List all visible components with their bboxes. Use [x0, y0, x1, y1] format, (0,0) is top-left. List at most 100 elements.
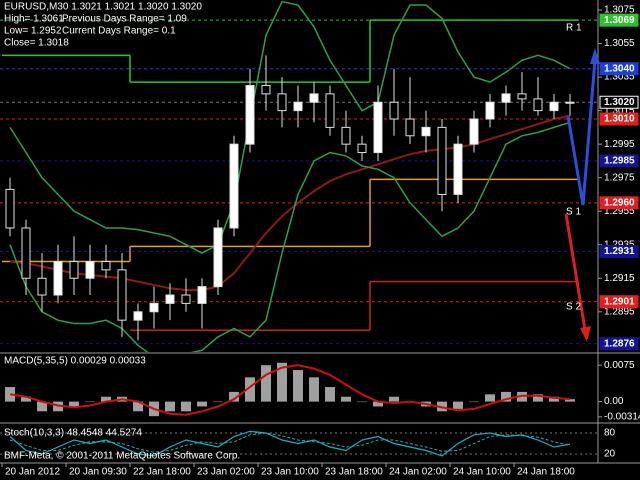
candle-body [181, 294, 191, 304]
histogram-bar [293, 370, 303, 402]
candle-body [373, 101, 383, 154]
x-tick-label: 23 Jan 10:00 [261, 467, 319, 478]
panel-title: MACD(5,35,5) 0.00029 0.00033 [4, 356, 146, 367]
level-box [599, 244, 639, 258]
histogram-bar [213, 401, 223, 403]
copyright: BMF-Meta, © 2001-2011 MetaQuotes Softwar… [4, 451, 240, 462]
axes: 1.3075 1.3055 1.3035 1.3015 1.2995 1.2975 1.29… [1, 5, 640, 478]
x-tick-label: 24 Jan 10:00 [453, 467, 511, 478]
level-box [599, 62, 639, 76]
histogram-bar [69, 401, 79, 407]
histogram-bar [181, 401, 191, 412]
candle-body [501, 93, 511, 103]
x-tick-label: 24 Jan 18:00 [517, 467, 575, 478]
level-box [599, 295, 639, 309]
level-box [599, 154, 639, 168]
chart-title: EURUSD,M30 1.3021 1.3021 1.3020 1.3020 [4, 2, 202, 13]
candle-body [197, 286, 207, 304]
level-box [599, 13, 639, 27]
candle-body [357, 143, 367, 154]
candle-body [213, 227, 223, 288]
candle-body [261, 84, 271, 95]
histogram-bar [325, 387, 335, 402]
histogram-bar [469, 401, 479, 403]
y-tick-label: 1.2955 [604, 206, 635, 217]
histogram-bar [277, 362, 287, 402]
level-label: 1.3040 [604, 63, 635, 74]
x-tick-label: 20 Jan 2012 [5, 467, 60, 478]
histogram-bar [565, 399, 575, 402]
histogram-bar [37, 401, 47, 412]
candle-body [69, 260, 79, 279]
y-tick-label: 1.3035 [604, 72, 635, 83]
red-arrow [564, 213, 587, 331]
y-tick-label: 1.3015 [604, 105, 635, 116]
y-tick-label: 0.0075 [604, 360, 635, 371]
y-tick-label: 1.2935 [604, 239, 635, 250]
candle-body [565, 101, 575, 104]
level-box [599, 112, 639, 126]
histogram-bar [389, 396, 399, 402]
level-label: 1.2931 [604, 246, 635, 257]
candle-body [549, 101, 559, 112]
y-tick-label: 1.3075 [604, 5, 635, 16]
annotation: R 1 [566, 23, 582, 34]
histogram-bar [85, 401, 95, 403]
histogram-bar [357, 401, 367, 403]
candle-body [277, 93, 287, 112]
y-tick-label: 0.00 [604, 396, 624, 407]
y-tick-label: 1.2915 [604, 273, 635, 284]
level-label: 1.2985 [604, 156, 635, 167]
candle-body [405, 118, 415, 137]
candle-body [133, 311, 143, 321]
level-label: 1.3010 [604, 114, 635, 125]
histogram-bar [133, 401, 143, 412]
histogram-bar [197, 401, 207, 407]
candle-body [517, 93, 527, 100]
level-label: 1.2960 [604, 197, 635, 208]
candle-body [453, 143, 463, 195]
histogram-bar [453, 401, 463, 409]
arrow-head [590, 48, 600, 64]
stoch-plot [0, 430, 598, 457]
histogram-bar [341, 396, 351, 402]
stoch-main [9, 430, 571, 457]
arrow-head [580, 326, 591, 342]
candle-body [437, 126, 447, 195]
annotation: S 1 [566, 207, 581, 218]
level-label: 1.2876 [604, 338, 635, 349]
level-label: 1.3020 [604, 97, 635, 108]
histogram-bar [245, 377, 255, 402]
x-tick-label: 23 Jan 02:00 [197, 467, 255, 478]
stoch-signal [9, 432, 571, 453]
y-tick-label: 1.2975 [604, 172, 635, 183]
main-plot [0, 0, 598, 352]
candle-body [533, 98, 543, 112]
candle-body [229, 143, 239, 229]
y-tick-label: 1.3055 [604, 38, 635, 49]
macd-plot [5, 362, 575, 417]
candle-body [117, 269, 127, 321]
candle-body [485, 101, 495, 120]
x-tick-label: 20 Jan 09:30 [69, 467, 127, 478]
indicator-line [9, 0, 571, 254]
histogram-bar [373, 401, 383, 407]
histogram-bar [485, 394, 495, 402]
candle-body [325, 93, 335, 128]
candle-body [421, 126, 431, 137]
level-box [599, 337, 639, 351]
candle-body [149, 302, 159, 313]
histogram-bar [261, 365, 271, 402]
y-tick-label: 20 [604, 449, 616, 460]
labels: EURUSD,M30 1.3021 1.3021 1.3020 1.3020Hi… [4, 2, 582, 462]
candle-body [101, 260, 111, 271]
level-box [599, 95, 639, 109]
level-label: 1.3069 [604, 15, 635, 26]
candle-body [21, 227, 31, 279]
annotation: Previous Days Range= 1.09 [62, 14, 187, 25]
candle-body [53, 260, 63, 296]
forecast-arrows [564, 48, 600, 342]
annotation: High= 1.3061 [4, 14, 64, 25]
